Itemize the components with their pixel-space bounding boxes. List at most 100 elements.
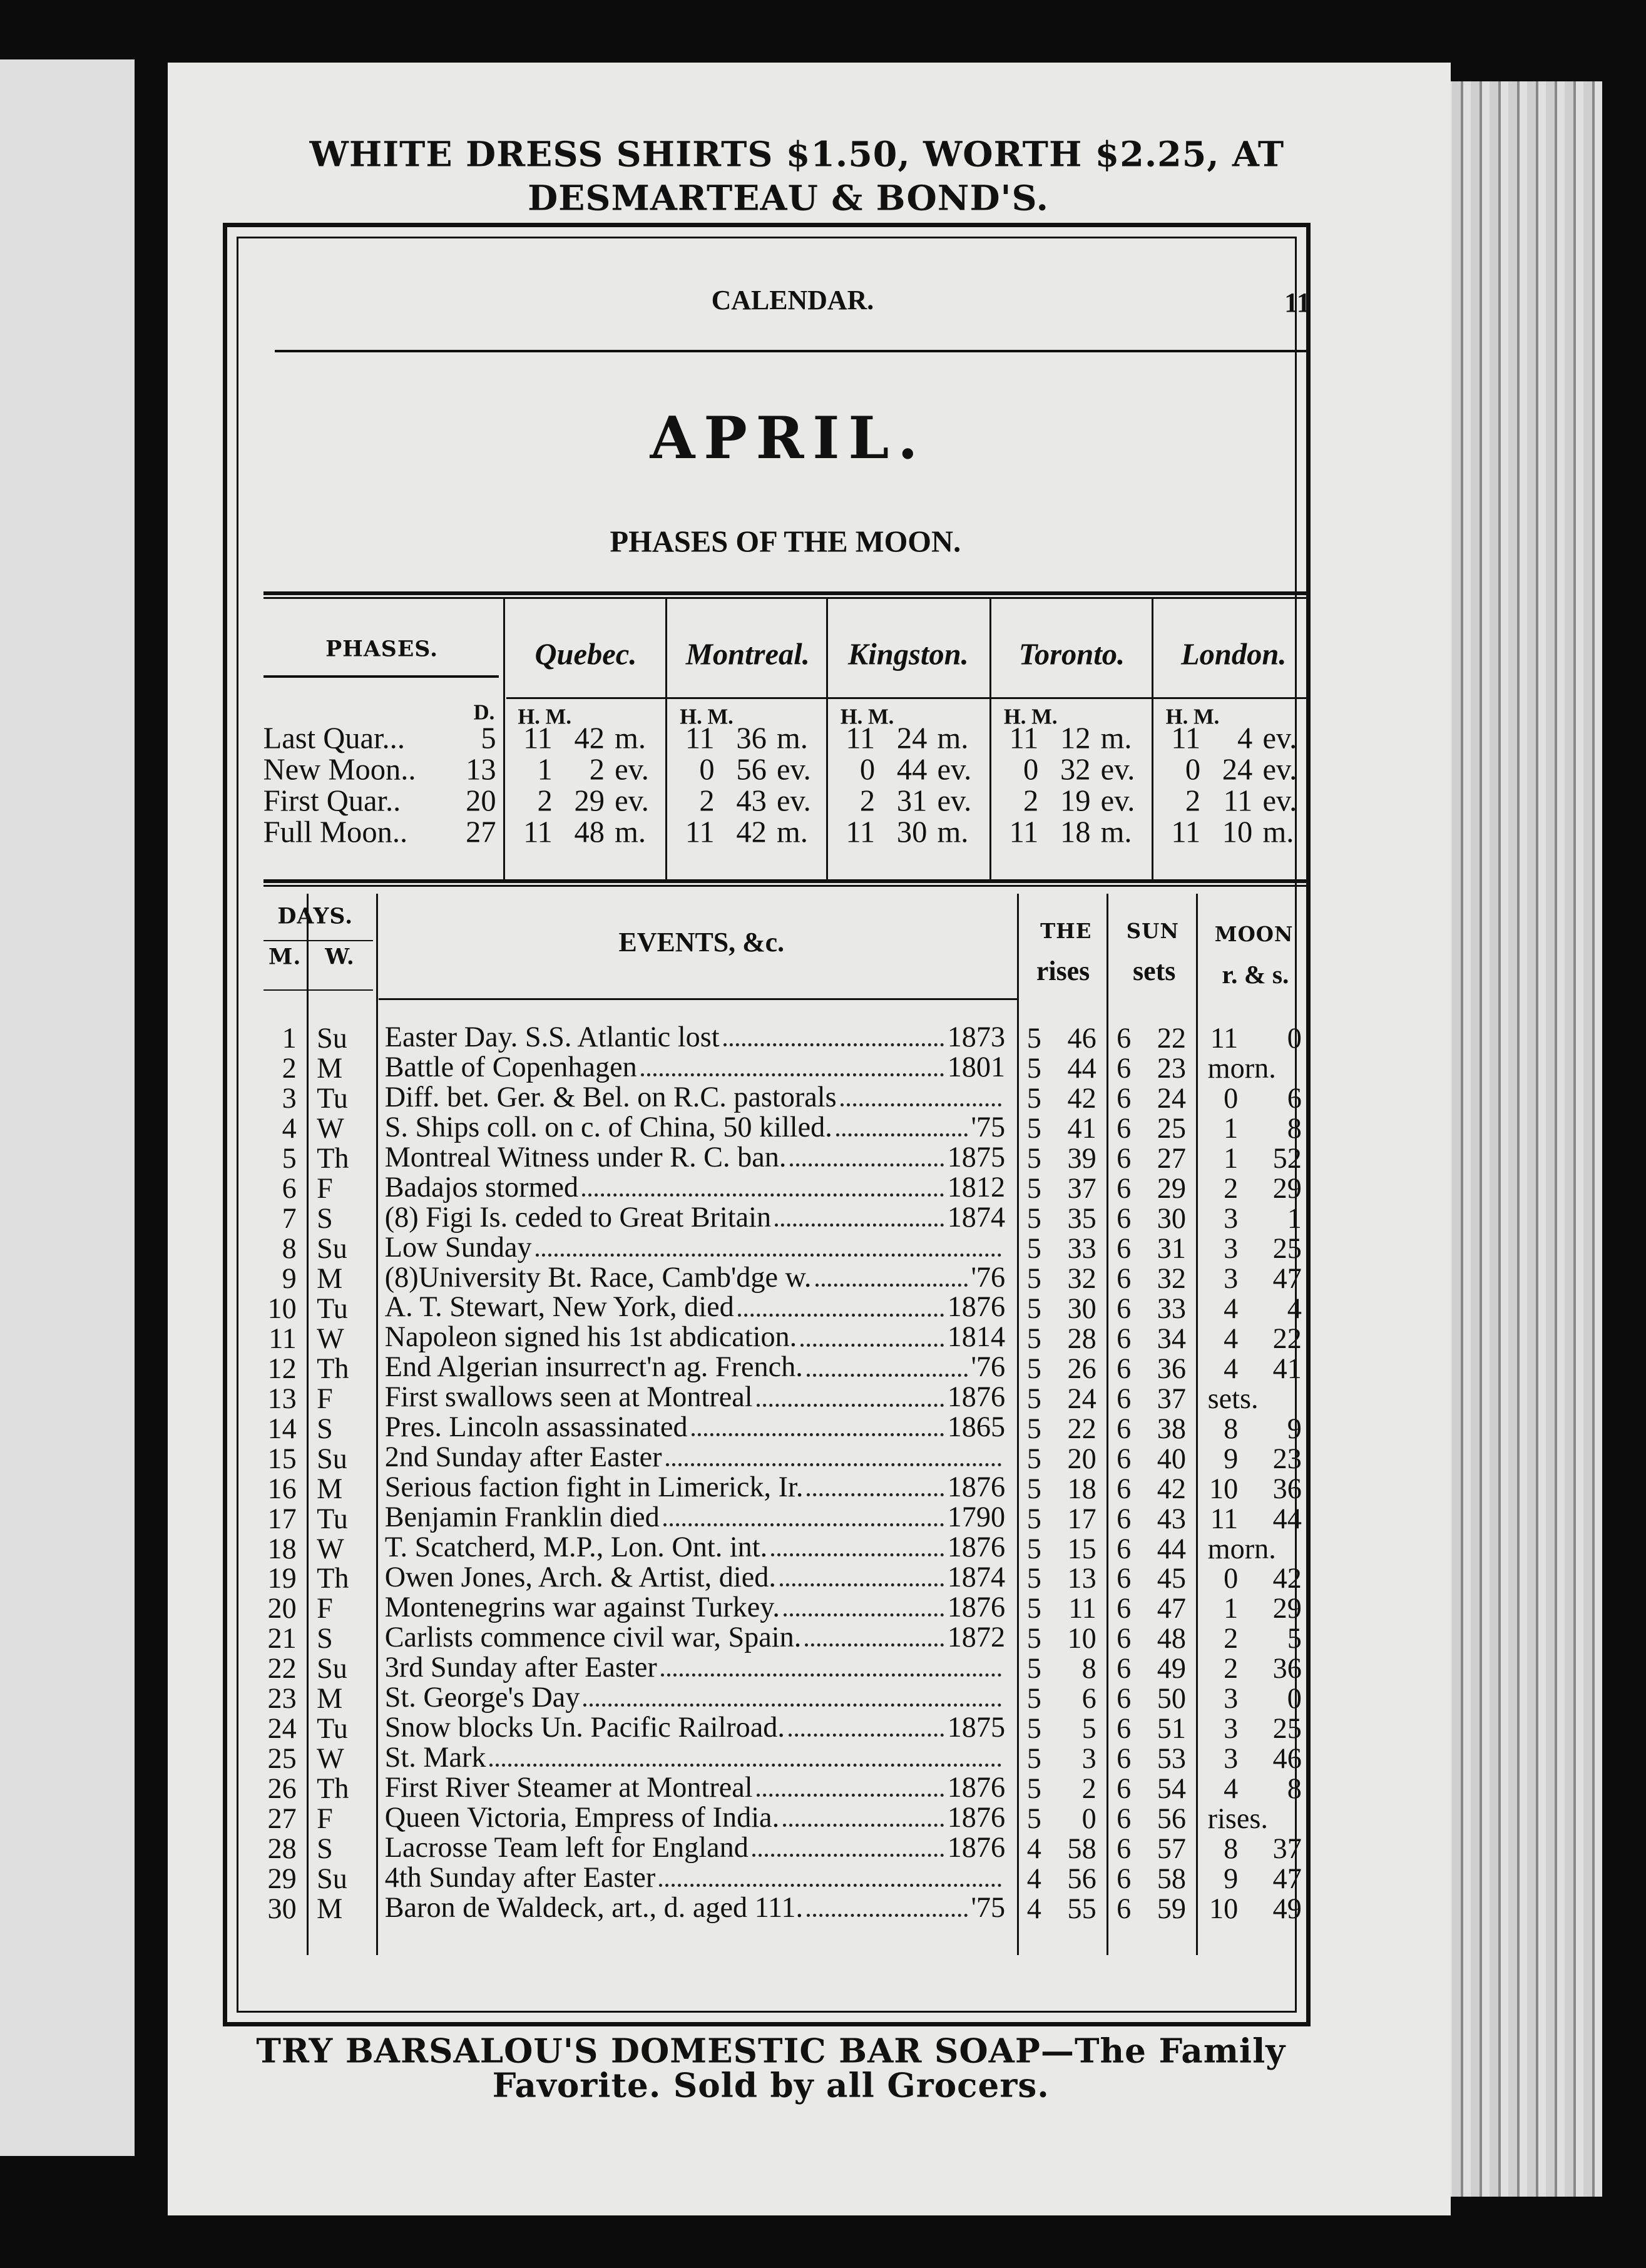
phase-minute: 48: [574, 816, 605, 850]
phase-hour: 11: [685, 722, 715, 755]
rises-header: rises: [1036, 956, 1090, 987]
moon-hour: 4: [1224, 1352, 1239, 1384]
event-year: 1876: [947, 1590, 1006, 1623]
event-text: 2nd Sunday after Easter: [384, 1441, 662, 1473]
phase-suffix: m.: [615, 816, 647, 850]
sunrise-minute: 6: [1081, 1682, 1096, 1715]
moon-minute: 23: [1272, 1442, 1302, 1474]
day-of-week: Su: [317, 1862, 347, 1894]
sunrise-minute: 24: [1067, 1382, 1096, 1414]
moon-hour: 3: [1224, 1232, 1239, 1264]
day-of-week: M: [317, 1052, 343, 1085]
phase-hour: 11: [1171, 722, 1201, 755]
sunset-hour: 6: [1117, 1532, 1132, 1565]
event-cell: First swallows seen at Montreal 1876: [385, 1382, 1005, 1411]
sunset-minute: 22: [1157, 1022, 1187, 1055]
moon-minute: 37: [1272, 1832, 1302, 1864]
event-cell: 2nd Sunday after Easter: [384, 1441, 1005, 1473]
day-of-month: 2: [282, 1052, 297, 1085]
sunset-hour: 6: [1117, 1202, 1132, 1234]
event-year: '75: [971, 1891, 1006, 1923]
sunrise-minute: 30: [1067, 1292, 1096, 1324]
moon-minute: 29: [1272, 1592, 1302, 1625]
sunrise-hour: 5: [1026, 1802, 1041, 1834]
phase-minute: 42: [574, 722, 605, 755]
phase-minute: 19: [1060, 784, 1091, 818]
sunrise-minute: 41: [1067, 1112, 1096, 1145]
sunrise-minute: 32: [1067, 1262, 1096, 1294]
rule: [376, 894, 378, 1956]
event-cell: Benjamin Franklin died 1790: [384, 1501, 1005, 1533]
rule: [1196, 894, 1199, 1956]
leader-dots: [640, 1073, 944, 1077]
phase-hour: 11: [1009, 722, 1039, 755]
phase-hour: 11: [685, 816, 715, 850]
day-of-week: W: [317, 1532, 344, 1565]
event-cell: 4th Sunday after Easter: [385, 1862, 1005, 1892]
moon-minute: 22: [1272, 1322, 1302, 1354]
sunset-hour: 6: [1117, 1262, 1132, 1294]
sunset-minute: 54: [1157, 1772, 1187, 1805]
phase-minute: 29: [574, 784, 605, 818]
day-of-week: Su: [317, 1652, 347, 1685]
event-text: Battle of Copenhagen: [384, 1050, 637, 1083]
leader-dots: [723, 1043, 944, 1047]
sunrise-hour: 5: [1026, 1652, 1041, 1685]
moon-hour: 2: [1224, 1652, 1239, 1685]
phase-day: 5: [481, 722, 496, 755]
event-year: 1876: [947, 1801, 1006, 1833]
phase-minute: 42: [736, 816, 767, 850]
day-of-month: 17: [267, 1502, 297, 1535]
moon-minute: 36: [1272, 1652, 1302, 1685]
sunset-hour: 6: [1117, 1292, 1132, 1324]
phase-suffix: ev.: [937, 753, 972, 787]
sunrise-minute: 18: [1067, 1472, 1096, 1504]
phase-minute: 12: [1060, 722, 1091, 755]
sunset-hour: 6: [1117, 1772, 1132, 1805]
leader-dots: [783, 1823, 944, 1827]
leader-dots: [807, 1913, 968, 1917]
sets-header: sets: [1133, 956, 1176, 987]
moon-hour: 8: [1224, 1412, 1239, 1444]
event-cell: Montenegrins war against Turkey. 1876: [385, 1590, 1006, 1623]
sunrise-minute: 33: [1067, 1232, 1096, 1264]
leader-dots: [807, 1493, 944, 1497]
moon-minute: 0: [1287, 1682, 1302, 1715]
phase-suffix: m.: [777, 816, 808, 850]
moon-minute: 8: [1287, 1112, 1302, 1145]
sunrise-hour: 5: [1026, 1232, 1041, 1264]
event-year: 1876: [947, 1290, 1006, 1323]
day-of-week: F: [317, 1382, 333, 1414]
event-text: T. Scatcherd, M.P., Lon. Ont. int.: [384, 1531, 768, 1563]
event-text: A. T. Stewart, New York, died: [384, 1290, 734, 1323]
day-of-week: Th: [317, 1562, 349, 1595]
day-of-week: Th: [317, 1772, 349, 1805]
phase-suffix: m.: [1100, 722, 1132, 755]
moon-minute: 29: [1272, 1172, 1302, 1204]
sunset-minute: 57: [1157, 1832, 1187, 1864]
sunrise-hour: 5: [1026, 1142, 1041, 1174]
event-text: Benjamin Franklin died: [384, 1501, 660, 1533]
phase-name: New Moon..: [263, 753, 416, 787]
moon-hour: 0: [1224, 1082, 1239, 1115]
sunset-minute: 44: [1157, 1532, 1187, 1565]
event-year: 1872: [947, 1620, 1006, 1653]
rule: [306, 894, 309, 1956]
event-year: 1812: [947, 1170, 1006, 1203]
leader-dots: [779, 1583, 944, 1587]
event-cell: Low Sunday: [384, 1230, 1005, 1263]
sunrise-minute: 10: [1067, 1622, 1096, 1655]
sunset-minute: 58: [1157, 1862, 1187, 1894]
rule: [503, 597, 506, 880]
sunset-hour: 6: [1117, 1412, 1132, 1444]
moon-hour: 1: [1224, 1142, 1239, 1174]
sunrise-hour: 5: [1026, 1052, 1041, 1085]
leader-dots: [691, 1433, 944, 1437]
sunrise-hour: 5: [1026, 1442, 1041, 1474]
event-text: Low Sunday: [384, 1230, 532, 1263]
event-text: Badajos stormed: [384, 1170, 579, 1203]
leader-dots: [756, 1403, 944, 1407]
sunrise-minute: 17: [1067, 1502, 1096, 1535]
sunset-hour: 6: [1117, 1652, 1132, 1685]
moon-hour: 2: [1224, 1172, 1239, 1204]
